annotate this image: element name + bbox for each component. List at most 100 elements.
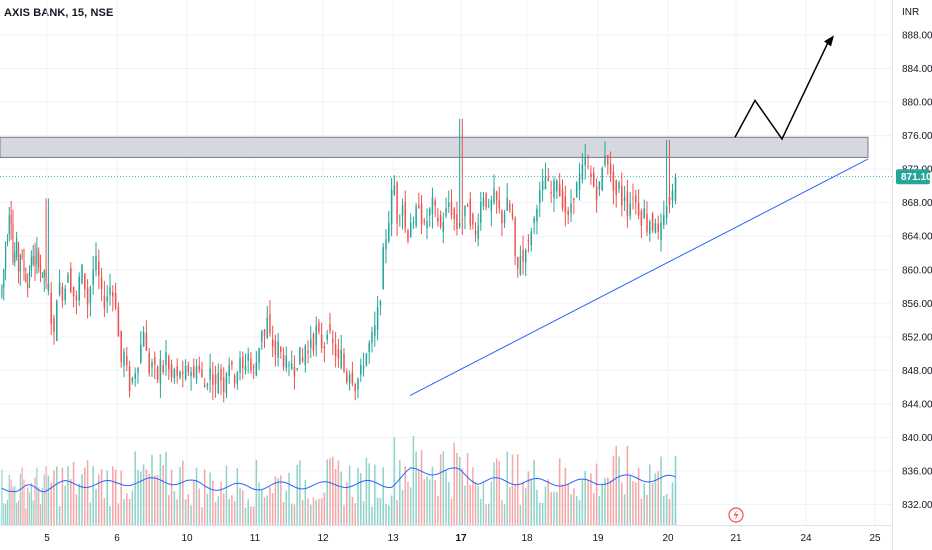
candle-body xyxy=(623,197,626,202)
volume-bar xyxy=(556,492,558,525)
candle-body xyxy=(140,344,142,363)
candle-body xyxy=(201,369,203,377)
candle-body xyxy=(351,372,354,384)
candle-body xyxy=(75,295,78,301)
volume-bar xyxy=(407,481,409,525)
volume-bar xyxy=(209,472,211,525)
volume-bar xyxy=(23,479,25,525)
candle-body xyxy=(162,364,164,373)
volume-bar xyxy=(67,466,69,525)
volume-bar xyxy=(357,467,359,525)
candle-body xyxy=(334,344,337,357)
volume-bar xyxy=(426,476,428,525)
volume-bar xyxy=(255,459,258,525)
tradingview-bolt-icon[interactable] xyxy=(728,507,744,523)
volume-bar xyxy=(231,495,233,525)
volume-bar xyxy=(201,507,203,525)
volume-bar xyxy=(285,490,288,525)
candle-body xyxy=(209,368,211,380)
candle-body xyxy=(222,377,225,392)
candle-body xyxy=(385,238,387,250)
volume-bar xyxy=(47,475,50,525)
time-tick-label: 19 xyxy=(592,533,604,544)
candle-body xyxy=(203,385,206,388)
candle-body xyxy=(255,362,258,376)
candle-body xyxy=(649,221,651,234)
volume-bar xyxy=(38,487,40,525)
volume-bar xyxy=(8,474,10,525)
volume-bar xyxy=(168,494,170,525)
candle-body xyxy=(148,353,150,374)
ascending-trendline xyxy=(409,158,869,396)
volume-bar xyxy=(495,458,498,525)
volume-bar xyxy=(5,504,7,525)
volume-bar xyxy=(288,472,290,525)
volume-bar xyxy=(195,467,198,525)
volume-bar xyxy=(165,451,167,525)
volume-bar xyxy=(258,482,260,525)
volume-bar xyxy=(280,475,282,525)
price-tick-label: 836.00 xyxy=(902,466,932,477)
volume-bar xyxy=(184,499,187,525)
candle-body xyxy=(332,338,334,343)
candle-body xyxy=(401,205,404,216)
time-tick-label: 6 xyxy=(114,533,120,544)
candle-body xyxy=(643,208,645,219)
candle-body xyxy=(165,352,167,366)
volume-bar xyxy=(247,499,249,525)
candle-body xyxy=(538,190,541,203)
volume-bar xyxy=(368,463,370,525)
volume-bar xyxy=(58,505,61,525)
volume-bar xyxy=(340,471,342,525)
candle-body xyxy=(182,371,184,374)
volume-bar xyxy=(193,479,195,525)
volume-bar xyxy=(477,486,479,525)
volume-bar xyxy=(56,466,58,525)
candle-body xyxy=(269,314,271,334)
candle-body xyxy=(242,357,244,369)
volume-bar xyxy=(162,465,164,525)
candle-body xyxy=(6,241,9,243)
candle-body xyxy=(578,174,581,191)
volume-bar xyxy=(376,497,379,525)
candle-body xyxy=(81,264,83,284)
volume-bar xyxy=(657,471,659,525)
volume-bar xyxy=(458,456,461,525)
volume-bar xyxy=(558,458,561,525)
volume-bar xyxy=(374,464,376,525)
candle-body xyxy=(651,213,654,231)
volume-bar xyxy=(296,464,298,525)
volume-bar xyxy=(334,468,337,525)
volume-bar xyxy=(271,493,274,525)
volume-bar xyxy=(623,494,626,525)
volume-bar xyxy=(379,498,382,525)
volume-bar xyxy=(371,506,373,525)
volume-bar xyxy=(282,502,285,525)
volume-bar xyxy=(360,473,362,525)
time-tick-label: 11 xyxy=(250,533,261,544)
candle-body xyxy=(453,208,455,219)
volume-bar xyxy=(277,478,279,525)
candle-body xyxy=(28,271,31,281)
candle-body xyxy=(348,374,351,384)
volume-bar xyxy=(75,494,78,525)
volume-bar xyxy=(170,469,173,525)
volume-bar xyxy=(527,471,530,525)
candle-body xyxy=(570,203,572,214)
volume-bar xyxy=(456,452,458,525)
candle-body xyxy=(485,192,487,208)
volume-bar xyxy=(466,452,469,525)
candle-body xyxy=(404,201,406,228)
volume-bar xyxy=(385,503,387,525)
candle-body xyxy=(407,230,409,241)
candle-body xyxy=(154,357,156,365)
candle-body xyxy=(456,214,458,230)
volume-bar xyxy=(609,480,612,525)
volume-bar xyxy=(190,505,192,525)
volume-bar xyxy=(252,506,255,525)
volume-bar xyxy=(81,474,83,525)
volume-bar xyxy=(485,504,487,525)
candle-body xyxy=(547,178,550,181)
candle-body xyxy=(511,211,514,218)
